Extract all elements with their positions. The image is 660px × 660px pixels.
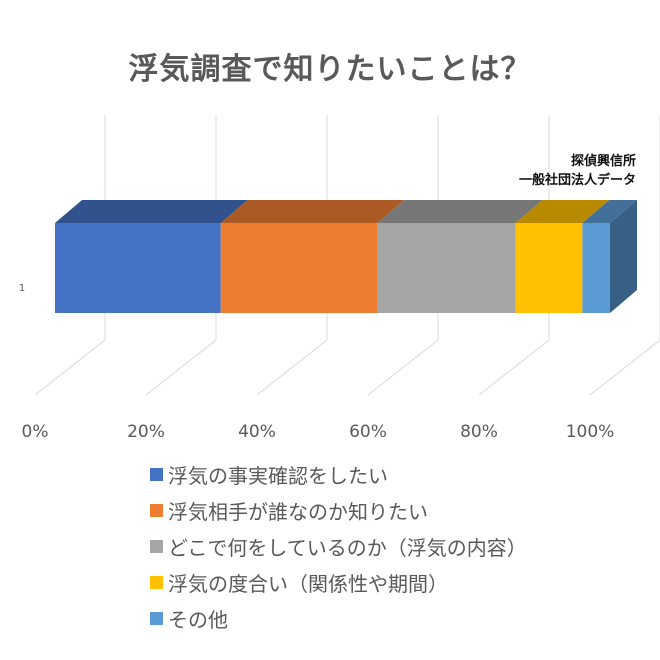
legend-swatch [150, 467, 163, 481]
axis-labels: 0% 20% 40% 60% 80% 100% 1 [19, 283, 614, 442]
legend-label: 浮気相手が誰なのか知りたい [168, 499, 428, 524]
x-tick-label: 60% [349, 422, 387, 442]
legend: 浮気の事実確認をしたい浮気相手が誰なのか知りたいどこで何をしているのか（浮気の内… [150, 456, 527, 636]
category-label: 1 [19, 283, 25, 294]
legend-swatch [150, 611, 163, 625]
x-tick-label: 40% [238, 422, 276, 442]
chart-title: 浮気調査で知りたいことは？ [128, 52, 532, 87]
bar-stack [55, 200, 637, 313]
legend-item: 浮気の度合い（関係性や期間） [150, 564, 527, 600]
bar-segment [582, 223, 610, 313]
legend-item: その他 [150, 600, 527, 636]
gridline-floor [478, 339, 550, 396]
legend-swatch [150, 575, 163, 589]
x-tick-label: 100% [566, 422, 615, 442]
bar-segment [55, 223, 221, 313]
legend-label: その他 [168, 607, 228, 632]
legend-label: 浮気の度合い（関係性や期間） [168, 571, 448, 596]
bar-segment-top [55, 200, 248, 223]
source-line: 一般社団法人データ [518, 173, 636, 188]
legend-item: 浮気の事実確認をしたい [150, 456, 527, 492]
gridline-floor [589, 339, 660, 396]
legend-item: どこで何をしているのか（浮気の内容） [150, 528, 527, 564]
bar-segment-top [582, 200, 637, 223]
gridline-floor [256, 339, 328, 396]
gridline-floor [34, 339, 106, 396]
legend-label: どこで何をしているのか（浮気の内容） [168, 535, 527, 560]
gridline-floor [367, 339, 439, 396]
bar-segment-top [377, 200, 543, 223]
bar-segment [515, 223, 583, 313]
bar-segment-top [220, 200, 405, 223]
legend-swatch [150, 503, 163, 517]
legend-label: 浮気の事実確認をしたい [168, 463, 388, 488]
bar-side-face [610, 200, 637, 313]
bar-segment [377, 223, 516, 313]
source-note: 探偵興信所 一般社団法人データ [436, 152, 636, 190]
bar-segment [220, 223, 378, 313]
x-tick-label: 20% [127, 422, 165, 442]
source-line: 探偵興信所 [570, 154, 636, 169]
x-tick-label: 80% [460, 422, 498, 442]
gridline-floor [145, 339, 217, 396]
bar-segment-top [515, 200, 610, 223]
x-tick-label: 0% [22, 422, 49, 442]
legend-item: 浮気相手が誰なのか知りたい [150, 492, 527, 528]
legend-swatch [150, 539, 163, 553]
